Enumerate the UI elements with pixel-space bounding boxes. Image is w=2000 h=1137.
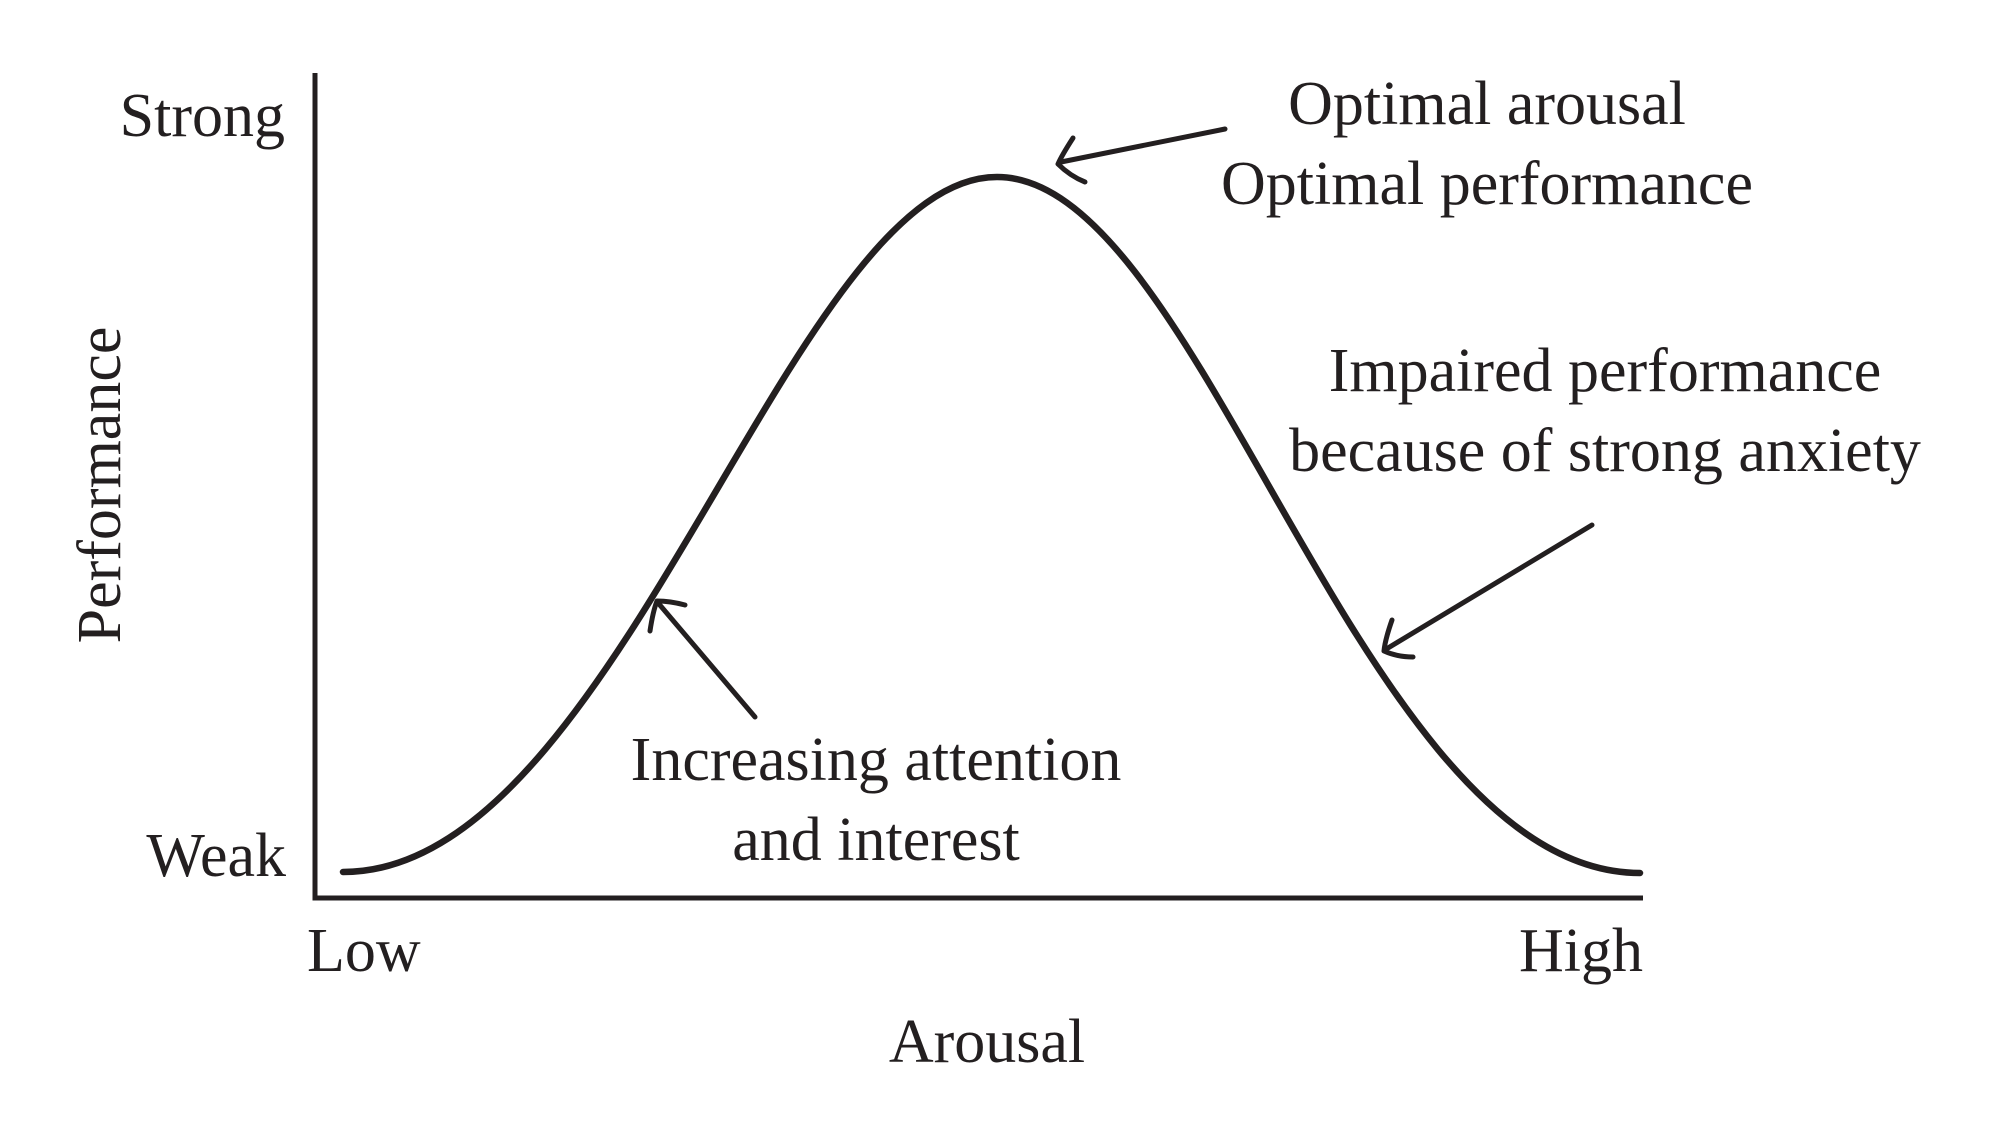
impaired-arrow-shaft [1385, 522, 1595, 651]
increasing-arrow-shaft [656, 601, 758, 720]
annotation-impaired-line1: Impaired performance [1328, 337, 1882, 405]
y-tick-weak: Weak [146, 822, 286, 890]
x-tick-low: Low [307, 917, 421, 985]
y-tick-strong: Strong [119, 82, 285, 150]
increasing-arrow [647, 598, 758, 720]
optimal-arrow-shaft [1058, 126, 1228, 165]
increasing-arrow-head-icon [647, 598, 688, 634]
annotation-impaired-line2: because of strong anxiety [1289, 417, 1921, 485]
x-axis-title: Arousal [888, 1008, 1086, 1076]
x-tick-high: High [1519, 917, 1643, 985]
y-axis-title: Performance [66, 326, 134, 644]
impaired-arrow-head-icon [1381, 617, 1416, 660]
impaired-arrow [1381, 522, 1595, 660]
annotation-optimal-line2: Optimal performance [1221, 150, 1753, 218]
annotation-optimal: Optimal arousal Optimal performance [1221, 64, 1753, 224]
annotation-increasing-line1: Increasing attention [630, 726, 1122, 794]
annotation-optimal-line1: Optimal arousal [1288, 70, 1686, 138]
annotation-increasing-line2: and interest [732, 806, 1020, 874]
annotation-impaired: Impaired performance because of strong a… [1289, 331, 1921, 491]
optimal-arrow-head-icon [1055, 135, 1088, 185]
annotation-increasing: Increasing attention and interest [631, 720, 1122, 880]
bell-curve [339, 173, 1644, 877]
optimal-arrow [1055, 126, 1228, 185]
